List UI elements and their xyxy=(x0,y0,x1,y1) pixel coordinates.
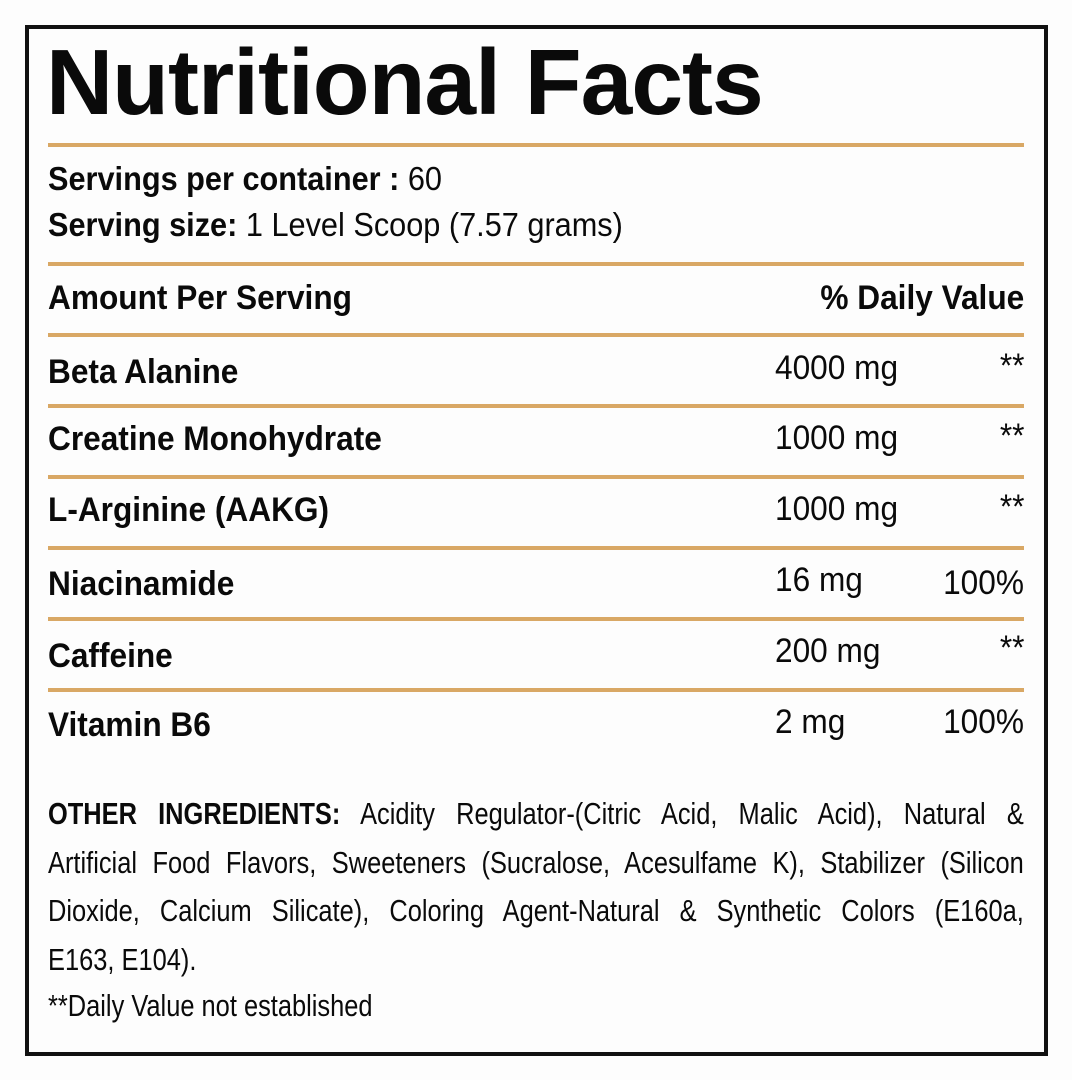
serving-size: Serving size: 1 Level Scoop (7.57 grams) xyxy=(48,208,623,241)
divider xyxy=(48,404,1024,408)
nutrient-amount: 2 mg xyxy=(775,703,846,741)
serving-size-label: Serving size: xyxy=(48,206,238,243)
other-ingredients-label: OTHER INGREDIENTS: xyxy=(48,796,341,831)
ingredients-line: OTHER INGREDIENTS: Acidity Regulator-(Ci… xyxy=(48,790,1024,839)
nutrient-daily-value: ** xyxy=(999,629,1024,667)
nutrient-daily-value: ** xyxy=(999,488,1024,526)
divider xyxy=(48,617,1024,621)
divider xyxy=(48,688,1024,692)
amount-per-serving-header: Amount Per Serving xyxy=(48,279,352,317)
nutrition-label-frame xyxy=(25,25,1048,1056)
nutrient-name: Caffeine xyxy=(48,637,173,675)
divider xyxy=(48,333,1024,337)
daily-value-header: % Daily Value xyxy=(820,279,1024,317)
nutrient-name: Niacinamide xyxy=(48,565,235,603)
nutrient-name: Beta Alanine xyxy=(48,353,239,391)
serving-size-value: 1 Level Scoop (7.57 grams) xyxy=(245,206,623,243)
other-ingredients: OTHER INGREDIENTS: Acidity Regulator-(Ci… xyxy=(48,790,1024,984)
nutrient-daily-value: 100% xyxy=(943,703,1024,741)
ingredients-line: Dioxide, Calcium Silicate), Coloring Age… xyxy=(48,893,1024,928)
servings-per-container: Servings per container : 60 xyxy=(48,162,442,195)
ingredients-text: Acidity Regulator-(Citric Acid, Malic Ac… xyxy=(360,796,1024,831)
footnote: **Daily Value not established xyxy=(48,988,373,1023)
nutrient-amount: 1000 mg xyxy=(775,490,899,528)
nutrient-name: Creatine Monohydrate xyxy=(48,420,382,458)
nutrient-daily-value: ** xyxy=(999,417,1024,455)
divider xyxy=(48,546,1024,550)
divider xyxy=(48,475,1024,479)
nutrient-name: Vitamin B6 xyxy=(48,706,211,744)
nutrient-daily-value: 100% xyxy=(943,564,1024,602)
divider xyxy=(48,262,1024,266)
nutrient-name: L-Arginine (AAKG) xyxy=(48,491,330,529)
nutrient-daily-value: ** xyxy=(999,347,1024,385)
ingredients-line: E163, E104). xyxy=(48,941,197,977)
label-title: Nutritional Facts xyxy=(46,30,764,134)
servings-per-container-label: Servings per container : xyxy=(48,160,400,197)
nutrient-amount: 4000 mg xyxy=(775,349,899,387)
ingredients-line: Artificial Food Flavors, Sweeteners (Suc… xyxy=(48,844,1024,880)
nutrient-amount: 200 mg xyxy=(775,632,881,670)
nutrient-amount: 1000 mg xyxy=(775,419,899,457)
nutrient-amount: 16 mg xyxy=(775,561,863,599)
divider xyxy=(48,143,1024,147)
servings-per-container-value: 60 xyxy=(407,160,443,197)
